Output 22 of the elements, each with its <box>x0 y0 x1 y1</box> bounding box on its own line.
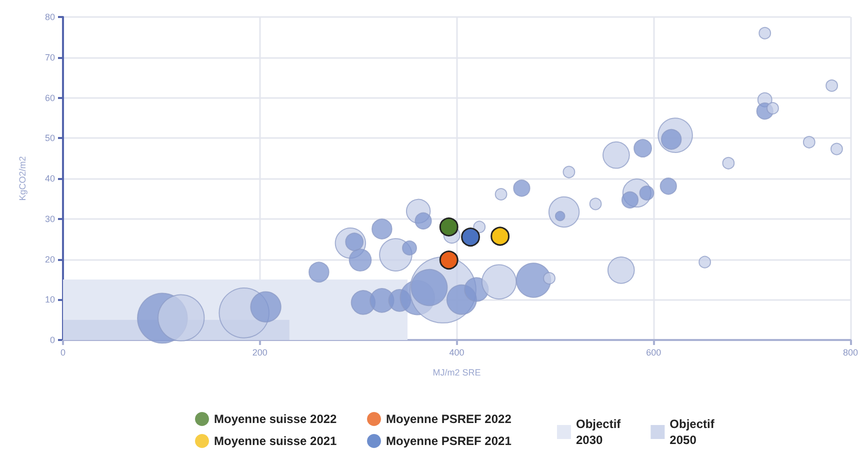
y-tick-label: 60 <box>44 92 55 103</box>
y-tick-label: 10 <box>44 294 55 305</box>
y-tick-label: 70 <box>44 52 55 62</box>
legend-label: Objectif 2030 <box>576 417 622 447</box>
legend-label: Moyenne suisse 2021 <box>214 434 338 448</box>
x-tick-label: 800 <box>842 348 858 358</box>
legend-label: Moyenne PSREF 2021 <box>386 434 512 448</box>
y-axis-title: KgCO2/m2 <box>18 156 28 201</box>
y-tick-label: 20 <box>44 254 55 264</box>
y-tick-label: 0 <box>50 335 55 345</box>
legend-label: Moyenne PSREF 2022 <box>386 412 512 426</box>
y-tick-label: 80 <box>44 12 55 22</box>
legend-label: Moyenne suisse 2022 <box>214 412 338 426</box>
y-tick-label: 40 <box>44 174 55 184</box>
y-tick-label: 30 <box>44 214 55 224</box>
x-tick-label: 600 <box>646 348 662 358</box>
x-tick-label: 400 <box>449 348 464 358</box>
x-axis-title: MJ/m2 SRE <box>432 368 481 378</box>
x-tick-label: 0 <box>60 348 66 358</box>
y-tick-label: 50 <box>44 133 55 144</box>
legend-label: Objectif 2050 <box>670 417 716 447</box>
x-tick-label: 200 <box>252 348 268 358</box>
